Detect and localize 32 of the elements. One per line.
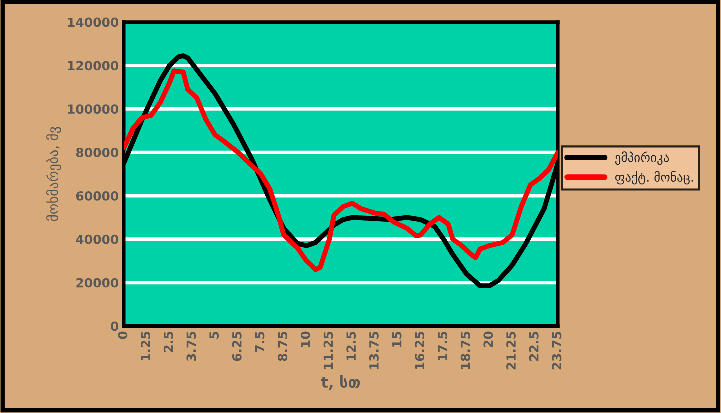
x-tick-label: 11.25 <box>324 332 334 370</box>
x-tick-label: 20 <box>484 332 494 348</box>
x-tick-label: 6.25 <box>232 332 242 362</box>
y-tick-label: 0 <box>111 322 119 332</box>
y-axis-title: მოხმარება, მვ <box>46 127 62 222</box>
x-tick-label: 7.5 <box>255 332 265 352</box>
y-tick-label: 120000 <box>68 61 119 71</box>
legend-label: ფაქტ. მონაც. <box>616 171 694 185</box>
x-tick-label: 5 <box>210 332 220 339</box>
x-tick-label: 10 <box>300 332 310 348</box>
y-tick-label: 100000 <box>68 104 119 114</box>
y-tick-label: 140000 <box>68 18 119 28</box>
y-tick-label: 60000 <box>76 191 119 201</box>
x-tick-label: 13.75 <box>369 332 379 370</box>
x-tick-label: 17.5 <box>438 332 448 361</box>
x-tick-label: 18.75 <box>460 332 470 370</box>
x-tick-label: 23.75 <box>552 332 562 370</box>
x-tick-label: 16.25 <box>415 332 425 370</box>
x-tick-label: 22.5 <box>529 332 539 361</box>
y-tick-label: 80000 <box>76 148 119 158</box>
legend-label: ემპირიკა <box>616 152 670 166</box>
x-tick-label: 3.75 <box>186 332 196 362</box>
x-tick-label: 1.25 <box>141 332 150 361</box>
x-tick-label: 21.25 <box>506 332 516 370</box>
x-tick-label: 15 <box>392 332 402 348</box>
x-tick-label: 8.75 <box>278 332 288 362</box>
y-tick-label: 20000 <box>76 278 119 288</box>
y-tick-label: 40000 <box>76 234 119 244</box>
x-axis-title: t, სთ <box>321 375 360 390</box>
x-tick-label: 0 <box>118 332 128 340</box>
x-tick-label: 12.5 <box>346 332 356 361</box>
x-tick-label: 2.5 <box>164 332 174 352</box>
